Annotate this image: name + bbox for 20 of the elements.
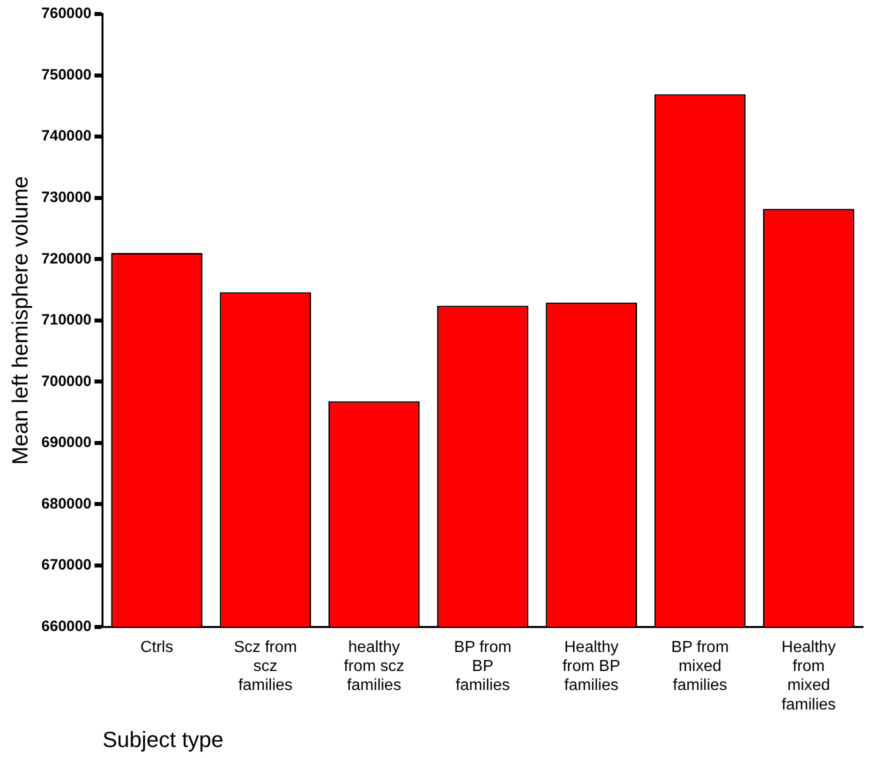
y-tick-label: 760000 [41,5,92,22]
y-tick-label: 750000 [41,66,92,84]
x-tick-label: Scz from scz families [234,638,297,694]
y-tick-label: 700000 [41,372,92,390]
y-tick-label: 670000 [41,556,92,574]
x-tick-label: healthy from scz families [344,638,404,694]
y-tick-label: 740000 [41,128,92,145]
y-tick-label: 680000 [41,495,92,512]
x-axis-title: Subject type [102,726,224,752]
y-tick-label: 710000 [41,312,92,329]
x-tick-label: Healthy from mixed families [782,638,836,714]
x-tick-label: Ctrls [140,638,174,656]
x-tick-label: Healthy from BP families [562,638,620,694]
y-axis-title: Mean left hemisphere volume [7,176,32,465]
y-tick-label: 730000 [41,188,92,206]
y-tick-label: 720000 [41,250,92,268]
x-tick-label: BP from BP families [454,638,512,694]
x-tick-label: BP from mixed families [671,638,729,694]
y-tick-label: 690000 [41,434,92,452]
y-tick-label: 660000 [41,618,92,635]
